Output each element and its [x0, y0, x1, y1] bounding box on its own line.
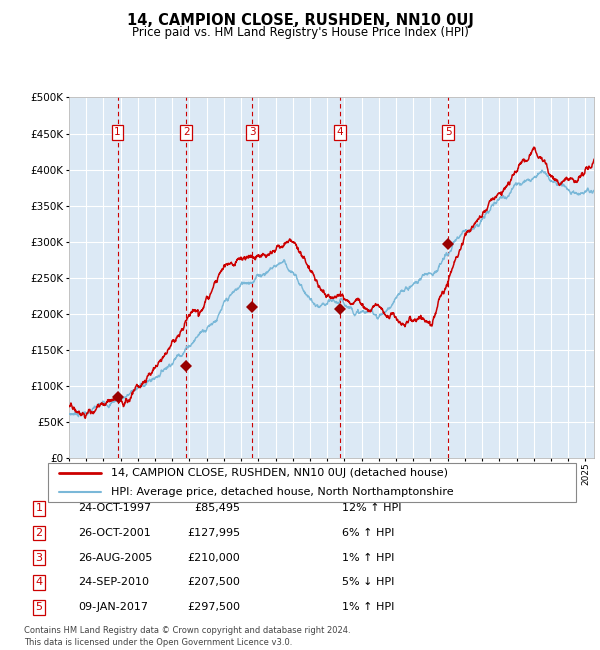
Text: 24-OCT-1997: 24-OCT-1997 [78, 503, 151, 514]
Text: 1% ↑ HPI: 1% ↑ HPI [342, 602, 394, 612]
Text: 24-SEP-2010: 24-SEP-2010 [78, 577, 149, 588]
Text: 5% ↓ HPI: 5% ↓ HPI [342, 577, 394, 588]
Text: £85,495: £85,495 [194, 503, 240, 514]
Text: 1: 1 [35, 503, 43, 514]
Text: 5: 5 [445, 127, 451, 137]
Text: 6% ↑ HPI: 6% ↑ HPI [342, 528, 394, 538]
Text: 3: 3 [249, 127, 256, 137]
Text: 5: 5 [35, 602, 43, 612]
Text: £210,000: £210,000 [187, 552, 240, 563]
Text: Contains HM Land Registry data © Crown copyright and database right 2024.
This d: Contains HM Land Registry data © Crown c… [24, 626, 350, 647]
Text: 1: 1 [114, 127, 121, 137]
Text: 09-JAN-2017: 09-JAN-2017 [78, 602, 148, 612]
Text: 26-OCT-2001: 26-OCT-2001 [78, 528, 151, 538]
Text: 12% ↑ HPI: 12% ↑ HPI [342, 503, 401, 514]
Text: 2: 2 [35, 528, 43, 538]
Text: 3: 3 [35, 552, 43, 563]
Text: £207,500: £207,500 [187, 577, 240, 588]
FancyBboxPatch shape [48, 463, 576, 502]
Text: 2: 2 [183, 127, 190, 137]
Text: 4: 4 [337, 127, 343, 137]
Text: £297,500: £297,500 [187, 602, 240, 612]
Text: HPI: Average price, detached house, North Northamptonshire: HPI: Average price, detached house, Nort… [112, 487, 454, 497]
Text: 14, CAMPION CLOSE, RUSHDEN, NN10 0UJ (detached house): 14, CAMPION CLOSE, RUSHDEN, NN10 0UJ (de… [112, 467, 448, 478]
Text: £127,995: £127,995 [187, 528, 240, 538]
Text: 4: 4 [35, 577, 43, 588]
Text: 1% ↑ HPI: 1% ↑ HPI [342, 552, 394, 563]
Text: 14, CAMPION CLOSE, RUSHDEN, NN10 0UJ: 14, CAMPION CLOSE, RUSHDEN, NN10 0UJ [127, 13, 473, 28]
Text: Price paid vs. HM Land Registry's House Price Index (HPI): Price paid vs. HM Land Registry's House … [131, 26, 469, 39]
Text: 26-AUG-2005: 26-AUG-2005 [78, 552, 152, 563]
